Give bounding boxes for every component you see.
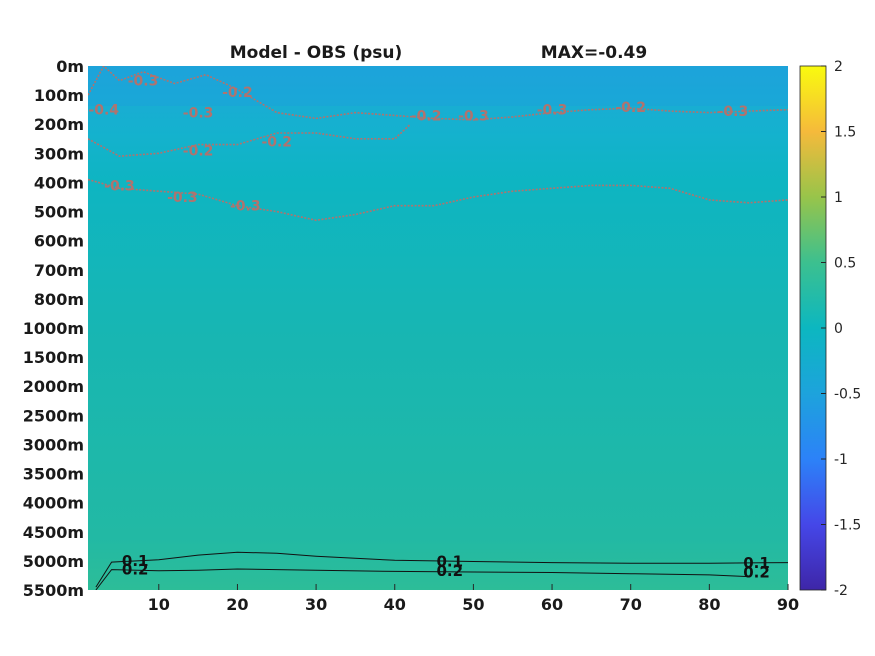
y-tick-label: 1500m	[23, 348, 84, 367]
chart-title: Model - OBS (psu)	[230, 43, 403, 63]
colorbar-tick-label: 2	[834, 59, 843, 75]
contour-label: -0.2	[615, 100, 646, 116]
contour-label: -0.2	[261, 135, 292, 151]
y-axis-ticks: 0m 100m 200m 300m 400m 500m 600m 700m 800m 1000m 1…	[23, 57, 84, 600]
x-axis-ticks: 10 20 30 40 50 60 70 80 90	[148, 584, 799, 614]
y-tick-label: 200m	[34, 115, 84, 134]
contour-lines	[88, 66, 788, 590]
y-tick-label: 3500m	[23, 465, 84, 484]
colorbar-tick-label: 1.5	[834, 125, 856, 141]
x-tick-label: 40	[384, 595, 406, 614]
contour-label: -0.3	[128, 74, 159, 90]
y-tick-label: 5000m	[23, 552, 84, 571]
contour-line	[95, 568, 749, 590]
contour-label: -0.3	[104, 178, 135, 194]
contour-label: -0.3	[167, 190, 198, 206]
contour-labels: -0.3 -0.4 -0.3 -0.2 -0.2 -0.3 -0.3 -0.2 -0.3 -0.2…	[88, 74, 769, 582]
contour-line	[95, 551, 788, 588]
y-tick-label: 1000m	[23, 319, 84, 338]
y-tick-label: 4000m	[23, 494, 84, 513]
max-annotation: MAX=-0.49	[541, 43, 647, 63]
contour-line	[88, 123, 412, 158]
contour-label: 0.1	[437, 552, 464, 570]
y-tick-label: 2500m	[23, 406, 84, 425]
x-tick-label: 90	[777, 595, 799, 614]
y-tick-label: 600m	[34, 232, 84, 251]
contour-label: -0.3	[183, 106, 214, 122]
x-tick-label: 10	[148, 595, 170, 614]
y-tick-label: 0m	[56, 57, 84, 76]
contour-label: -0.2	[183, 143, 214, 159]
colorbar-tick-label: 0.5	[834, 256, 856, 272]
x-tick-label: 50	[462, 595, 484, 614]
contour-label: 0.2	[743, 564, 770, 582]
x-tick-label: 60	[541, 595, 563, 614]
colorbar-ticks: 2 1.5 1 0.5 0 -0.5 -1 -1.5 -2	[821, 59, 861, 599]
y-tick-label: 300m	[34, 144, 84, 163]
y-tick-label: 500m	[34, 203, 84, 222]
colorbar-tick-label: -2	[834, 583, 848, 599]
x-tick-label: 70	[620, 595, 642, 614]
contour-label: -0.2	[222, 85, 253, 101]
y-tick-label: 800m	[34, 290, 84, 309]
contour-label: 0.2	[437, 562, 464, 580]
colorbar-tick-label: 1	[834, 190, 843, 206]
colorbar-tick-label: -1.5	[834, 518, 861, 534]
y-tick-label: 100m	[34, 86, 84, 105]
y-tick-label: 3000m	[23, 435, 84, 454]
contour-label: -0.3	[458, 108, 489, 124]
contour-label: -0.3	[718, 104, 749, 120]
x-tick-label: 20	[226, 595, 248, 614]
contour-label: 0.2	[122, 561, 149, 579]
colorbar-tick-label: 0	[834, 321, 843, 337]
y-tick-label: 700m	[34, 261, 84, 280]
contour-line	[88, 178, 788, 222]
x-tick-label: 30	[305, 595, 327, 614]
contour-label: -0.2	[411, 108, 442, 124]
y-tick-label: 5500m	[23, 581, 84, 600]
contour-label: -0.3	[537, 103, 568, 119]
contour-label: 0.1	[743, 554, 770, 572]
x-tick-label: 80	[698, 595, 720, 614]
y-tick-label: 4500m	[23, 523, 84, 542]
surface-anomaly-band	[88, 66, 788, 106]
contour-label: -0.4	[88, 103, 119, 119]
colorbar-tick-label: -1	[834, 452, 848, 468]
y-tick-label: 2000m	[23, 377, 84, 396]
y-tick-label: 400m	[34, 173, 84, 192]
colorbar-tick-label: -0.5	[834, 387, 861, 403]
contour-label: 0.1	[122, 552, 149, 570]
contour-label: -0.3	[230, 199, 261, 215]
heatmap-field	[88, 66, 788, 590]
